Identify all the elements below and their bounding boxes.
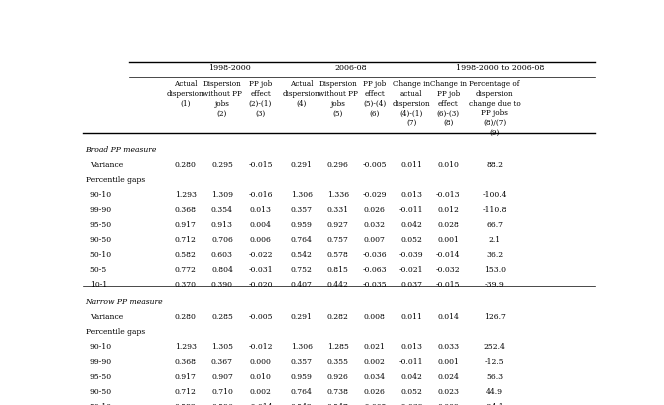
Text: 0.913: 0.913	[211, 221, 233, 228]
Text: 50-5: 50-5	[90, 266, 107, 273]
Text: 1.293: 1.293	[175, 342, 197, 350]
Text: -110.8: -110.8	[483, 206, 507, 213]
Text: Variance: Variance	[90, 161, 123, 169]
Text: 0.002: 0.002	[364, 357, 386, 365]
Text: 0.772: 0.772	[175, 266, 197, 273]
Text: 50-10: 50-10	[90, 251, 112, 258]
Text: 0.752: 0.752	[291, 266, 313, 273]
Text: 95-50: 95-50	[90, 372, 112, 380]
Text: 1.293: 1.293	[175, 191, 197, 198]
Text: 0.291: 0.291	[291, 161, 313, 169]
Text: 0.042: 0.042	[400, 372, 422, 380]
Text: 126.7: 126.7	[484, 312, 505, 320]
Text: -0.016: -0.016	[248, 191, 273, 198]
Text: -0.032: -0.032	[436, 266, 461, 273]
Text: 0.028: 0.028	[438, 221, 459, 228]
Text: 0.013: 0.013	[250, 206, 272, 213]
Text: 1.306: 1.306	[291, 191, 313, 198]
Text: 1998-2000 to 2006-08: 1998-2000 to 2006-08	[456, 64, 544, 72]
Text: Change in
PP job
effect
(6)-(3)
(8): Change in PP job effect (6)-(3) (8)	[430, 80, 467, 127]
Text: -0.015: -0.015	[248, 161, 273, 169]
Text: 0.011: 0.011	[400, 161, 422, 169]
Text: 0.757: 0.757	[327, 236, 349, 243]
Text: 50-10: 50-10	[90, 402, 112, 405]
Text: -0.039: -0.039	[399, 251, 424, 258]
Text: Dispersion
without PP
jobs
(2): Dispersion without PP jobs (2)	[202, 80, 242, 117]
Text: 1.336: 1.336	[327, 191, 349, 198]
Text: 0.007: 0.007	[364, 236, 386, 243]
Text: 90-10: 90-10	[90, 191, 112, 198]
Text: 0.926: 0.926	[327, 372, 349, 380]
Text: 0.582: 0.582	[175, 251, 197, 258]
Text: -24.1: -24.1	[485, 402, 505, 405]
Text: 0.710: 0.710	[211, 387, 233, 395]
Text: 0.357: 0.357	[291, 357, 313, 365]
Text: 0.712: 0.712	[175, 387, 197, 395]
Text: -0.014: -0.014	[248, 402, 273, 405]
Text: 0.026: 0.026	[364, 206, 386, 213]
Text: -0.005: -0.005	[363, 161, 387, 169]
Text: 0.357: 0.357	[291, 206, 313, 213]
Text: Actual
dispersion
(1): Actual dispersion (1)	[167, 80, 205, 107]
Text: 0.370: 0.370	[175, 281, 197, 288]
Text: 0.010: 0.010	[250, 372, 272, 380]
Text: 0.034: 0.034	[364, 372, 386, 380]
Text: -0.029: -0.029	[363, 191, 387, 198]
Text: 0.547: 0.547	[327, 402, 349, 405]
Text: 252.4: 252.4	[484, 342, 505, 350]
Text: 0.023: 0.023	[438, 387, 459, 395]
Text: 0.006: 0.006	[250, 236, 272, 243]
Text: 0.001: 0.001	[438, 357, 459, 365]
Text: -0.013: -0.013	[436, 191, 461, 198]
Text: 0.442: 0.442	[327, 281, 349, 288]
Text: -12.5: -12.5	[485, 357, 505, 365]
Text: 0.959: 0.959	[291, 221, 313, 228]
Text: 0.927: 0.927	[327, 221, 349, 228]
Text: -0.020: -0.020	[248, 281, 273, 288]
Text: 90-50: 90-50	[90, 387, 112, 395]
Text: 0.021: 0.021	[364, 342, 386, 350]
Text: 99-90: 99-90	[90, 357, 112, 365]
Text: 0.764: 0.764	[291, 236, 313, 243]
Text: PP job
effect
(5)-(4)
(6): PP job effect (5)-(4) (6)	[363, 80, 386, 117]
Text: Percentile gaps: Percentile gaps	[86, 327, 145, 335]
Text: 0.542: 0.542	[291, 402, 313, 405]
Text: 0.596: 0.596	[211, 402, 233, 405]
Text: 0.917: 0.917	[175, 221, 197, 228]
Text: 0.280: 0.280	[175, 312, 197, 320]
Text: Variance: Variance	[90, 312, 123, 320]
Text: 0.008: 0.008	[364, 312, 386, 320]
Text: 0.815: 0.815	[327, 266, 349, 273]
Text: 44.9: 44.9	[486, 387, 503, 395]
Text: 2.1: 2.1	[489, 236, 501, 243]
Text: 0.764: 0.764	[291, 387, 313, 395]
Text: -0.021: -0.021	[399, 266, 424, 273]
Text: 0.052: 0.052	[400, 387, 422, 395]
Text: 66.7: 66.7	[486, 221, 503, 228]
Text: 0.917: 0.917	[175, 372, 197, 380]
Text: 0.390: 0.390	[211, 281, 233, 288]
Text: 0.026: 0.026	[364, 387, 386, 395]
Text: 0.355: 0.355	[327, 357, 349, 365]
Text: -0.005: -0.005	[248, 312, 273, 320]
Text: 0.804: 0.804	[211, 266, 233, 273]
Text: 88.2: 88.2	[486, 161, 503, 169]
Text: 0.295: 0.295	[211, 161, 233, 169]
Text: 0.033: 0.033	[438, 342, 459, 350]
Text: 0.578: 0.578	[327, 251, 349, 258]
Text: -0.014: -0.014	[436, 251, 461, 258]
Text: -0.035: -0.035	[363, 281, 387, 288]
Text: -0.015: -0.015	[436, 281, 461, 288]
Text: 0.331: 0.331	[327, 206, 349, 213]
Text: 90-50: 90-50	[90, 236, 112, 243]
Text: -0.036: -0.036	[363, 251, 387, 258]
Text: 10-1: 10-1	[90, 281, 107, 288]
Text: 1998-2000: 1998-2000	[208, 64, 251, 72]
Text: -0.011: -0.011	[399, 357, 424, 365]
Text: 153.0: 153.0	[483, 266, 506, 273]
Text: 0.706: 0.706	[211, 236, 233, 243]
Text: -39.9: -39.9	[485, 281, 505, 288]
Text: 0.712: 0.712	[175, 236, 197, 243]
Text: 0.032: 0.032	[364, 221, 386, 228]
Text: 0.603: 0.603	[211, 251, 233, 258]
